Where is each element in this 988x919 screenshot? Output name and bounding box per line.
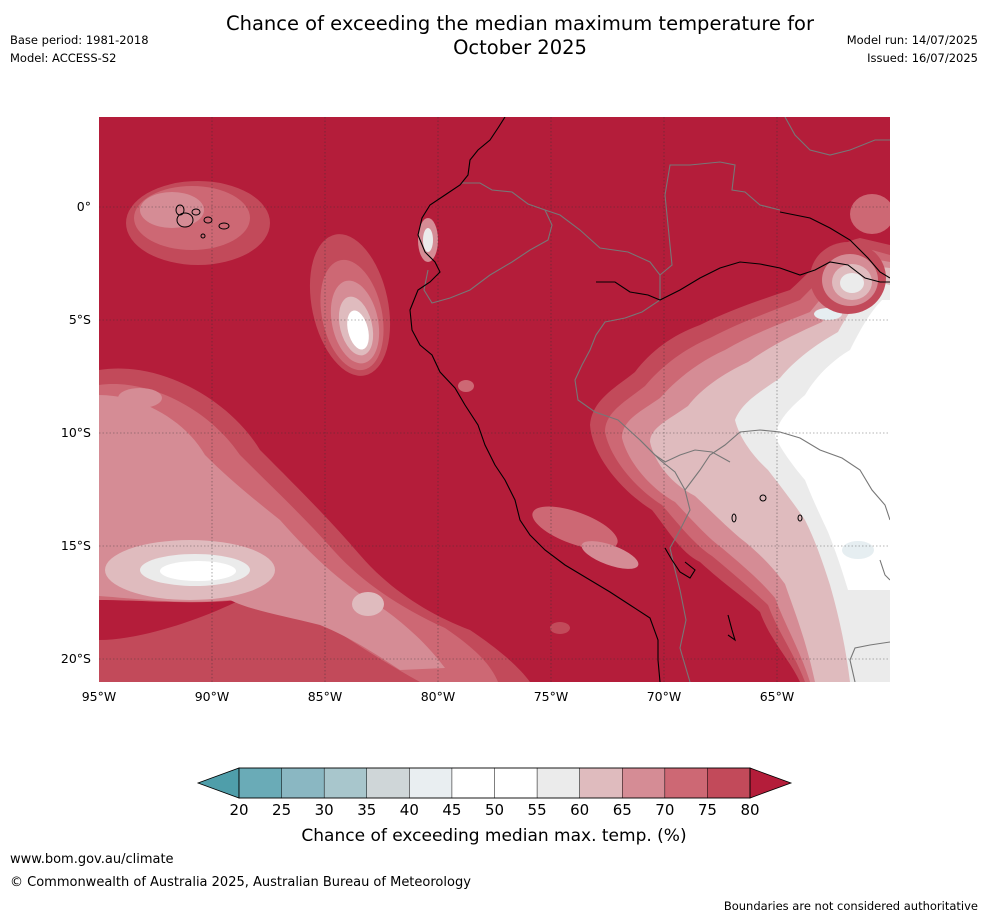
patch-coast-75-3 xyxy=(550,622,570,634)
patch-coast-70 xyxy=(532,506,618,550)
colorbar-segment xyxy=(323,767,368,799)
title-line-2: October 2025 xyxy=(453,36,587,59)
colorbar-segment xyxy=(494,767,538,799)
colorbar-segments xyxy=(238,767,751,799)
patch-coast-75-4 xyxy=(458,380,474,392)
patch-gulf-50 xyxy=(423,228,433,252)
colorbar-tick-label: 50 xyxy=(484,801,505,819)
patch-delta-50 xyxy=(840,273,864,293)
base-period: Base period: 1981-2018 xyxy=(10,33,149,47)
title-line-1: Chance of exceeding the median maximum t… xyxy=(225,12,815,35)
colorbar-tick-label: 80 xyxy=(740,801,760,819)
model-name: Model: ACCESS-S2 xyxy=(10,51,117,65)
colorbar-segment xyxy=(579,767,623,799)
lat-label: 10°S xyxy=(60,425,91,440)
patch-coast-70-2 xyxy=(581,541,639,569)
gridlines xyxy=(99,117,890,682)
meta-left: Base period: 1981-2018 Model: ACCESS-S2 xyxy=(10,31,149,67)
colorbar-tick-label: 55 xyxy=(527,801,547,819)
footer-url[interactable]: www.bom.gov.au/climate xyxy=(10,852,174,867)
colorbar-tick-label: 35 xyxy=(357,801,377,819)
colorbar-over-arrow xyxy=(749,767,793,799)
patch-offshore-50 xyxy=(347,310,369,350)
chart-title: Chance of exceeding the median maximum t… xyxy=(150,12,890,60)
colorbar-tick-label: 30 xyxy=(314,801,334,819)
lat-label: 5°S xyxy=(68,312,91,327)
footer-disclaimer: Boundaries are not considered authoritat… xyxy=(723,899,978,913)
lake-titicaca xyxy=(731,494,803,523)
colorbar-tick-label: 45 xyxy=(442,801,462,819)
patch-nw-75 xyxy=(850,194,890,234)
colorbar-tick-label: 25 xyxy=(272,801,292,819)
lat-label: 20°S xyxy=(60,651,91,666)
colorbar-tick-label: 75 xyxy=(697,801,717,819)
band-west-45 xyxy=(160,561,236,581)
lon-label: 80°W xyxy=(420,689,456,704)
coastlines xyxy=(409,117,890,682)
colorbar-segment xyxy=(409,767,453,799)
colorbar-segment xyxy=(451,767,496,799)
patch-galapagos-65 xyxy=(140,192,204,228)
colorbar-segment xyxy=(281,767,325,799)
patch-40-45-east xyxy=(842,541,874,559)
colorbar-segment xyxy=(238,767,283,799)
colorbar-frame xyxy=(238,767,751,799)
colorbar-segment xyxy=(664,767,708,799)
lon-label: 85°W xyxy=(307,689,343,704)
region-45-55-east xyxy=(775,300,890,590)
lon-label: 90°W xyxy=(194,689,230,704)
model-run: Model run: 14/07/2025 xyxy=(846,33,978,47)
galapagos-islands xyxy=(175,204,230,239)
patch-west-60-3 xyxy=(118,388,162,408)
colorbar-tick-label: 70 xyxy=(655,801,675,819)
colorbar-tick-label: 40 xyxy=(399,801,419,819)
meta-right: Model run: 14/07/2025 Issued: 16/07/2025 xyxy=(847,31,978,67)
lon-label: 95°W xyxy=(81,689,117,704)
patch-west-60-2 xyxy=(352,592,384,616)
colorbar-segment xyxy=(622,767,666,799)
colorbar-tick-label: 20 xyxy=(229,801,249,819)
colorbar-segment xyxy=(366,767,410,799)
colorbar-segment xyxy=(707,767,751,799)
colorbar-tick-label: 65 xyxy=(612,801,632,819)
lat-label: 15°S xyxy=(60,538,91,553)
lon-label: 75°W xyxy=(533,689,569,704)
issued-date: Issued: 16/07/2025 xyxy=(867,51,978,65)
footer-copyright: © Commonwealth of Australia 2025, Austra… xyxy=(10,875,471,890)
lat-label: 0° xyxy=(76,199,91,214)
country-borders xyxy=(423,117,890,682)
colorbar-under-arrow xyxy=(196,767,240,799)
colorbar-tick-label: 60 xyxy=(570,801,590,819)
lon-label: 70°W xyxy=(646,689,682,704)
colorbar-label: Chance of exceeding median max. temp. (%… xyxy=(301,826,687,846)
lon-label: 65°W xyxy=(759,689,795,704)
colorbar-segment xyxy=(536,767,581,799)
